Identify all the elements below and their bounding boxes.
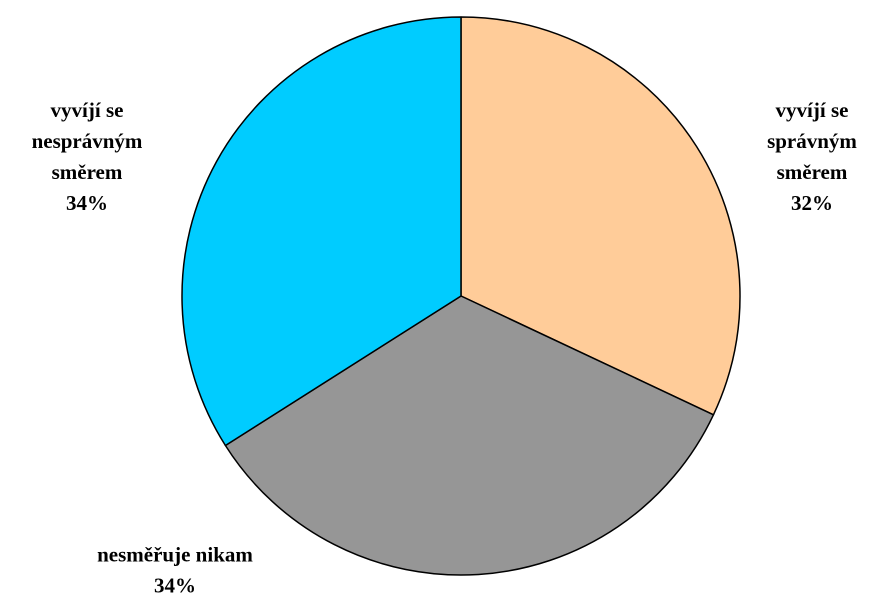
slice-label-line: nesprávným	[32, 129, 143, 153]
slice-label-line: vyvíjí se	[51, 98, 124, 122]
slice-label-line: směrem	[777, 160, 848, 184]
slice-label-1: nesměřuje nikam 34%	[97, 543, 253, 598]
pie-slice-1	[224, 295, 715, 576]
slice-label-line: správným	[767, 129, 857, 153]
slice-label-2: vyvíjí se nesprávným směrem 34%	[32, 98, 143, 215]
slice-label-line: vyvíjí se	[776, 98, 849, 122]
pie-slice-0	[460, 16, 741, 416]
slice-percent-label: 34%	[66, 191, 108, 215]
pie-slice-2	[181, 16, 462, 447]
slice-label-0: vyvíjí se správným směrem 32%	[767, 98, 857, 215]
slice-label-line: směrem	[52, 160, 123, 184]
slice-percent-label: 34%	[154, 574, 196, 598]
slice-label-line: nesměřuje nikam	[97, 543, 253, 567]
slice-percent-label: 32%	[791, 191, 833, 215]
